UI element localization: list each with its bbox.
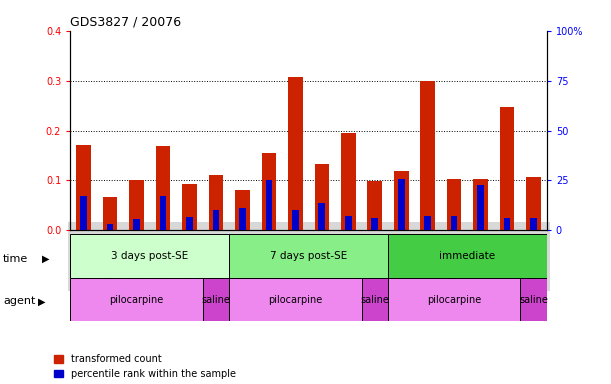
Bar: [156, 146, 170, 230]
Bar: [107, 224, 113, 230]
Bar: [367, 181, 382, 230]
Bar: [451, 217, 458, 230]
Bar: [530, 218, 537, 230]
Bar: [203, 278, 229, 321]
Bar: [159, 197, 166, 230]
Bar: [70, 234, 229, 278]
Text: pilocarpine: pilocarpine: [109, 295, 164, 305]
Bar: [229, 278, 362, 321]
Bar: [133, 219, 140, 230]
Text: pilocarpine: pilocarpine: [268, 295, 323, 305]
Bar: [371, 218, 378, 230]
Text: GDS3827 / 20076: GDS3827 / 20076: [70, 15, 181, 28]
Bar: [262, 153, 276, 230]
Bar: [341, 132, 356, 230]
Bar: [186, 217, 192, 230]
Bar: [362, 278, 388, 321]
Text: ▶: ▶: [42, 254, 49, 264]
Bar: [213, 210, 219, 230]
Text: saline: saline: [360, 295, 389, 305]
Bar: [477, 185, 484, 230]
Bar: [521, 278, 547, 321]
Text: pilocarpine: pilocarpine: [427, 295, 481, 305]
Legend: transformed count, percentile rank within the sample: transformed count, percentile rank withi…: [54, 354, 236, 379]
Bar: [345, 217, 351, 230]
Bar: [447, 179, 461, 230]
Bar: [315, 164, 329, 230]
Bar: [266, 180, 272, 230]
Bar: [235, 190, 250, 230]
Bar: [239, 208, 246, 230]
Bar: [504, 218, 510, 230]
Text: 7 days post-SE: 7 days post-SE: [270, 251, 347, 262]
Bar: [500, 107, 514, 230]
Bar: [129, 180, 144, 230]
Bar: [229, 234, 388, 278]
Bar: [420, 81, 435, 230]
Bar: [288, 77, 302, 230]
Text: 3 days post-SE: 3 days post-SE: [111, 251, 188, 262]
Bar: [80, 197, 87, 230]
Text: immediate: immediate: [439, 251, 496, 262]
Text: saline: saline: [519, 295, 548, 305]
Bar: [208, 175, 223, 230]
Text: ▶: ▶: [38, 296, 45, 306]
Bar: [70, 278, 203, 321]
Bar: [103, 197, 117, 230]
Bar: [182, 184, 197, 230]
Bar: [388, 278, 521, 321]
Text: agent: agent: [3, 296, 35, 306]
Bar: [292, 210, 299, 230]
Bar: [318, 203, 325, 230]
Bar: [394, 171, 409, 230]
Text: time: time: [3, 254, 28, 264]
Bar: [425, 217, 431, 230]
Bar: [526, 177, 541, 230]
Bar: [388, 234, 547, 278]
Bar: [398, 179, 404, 230]
Bar: [474, 179, 488, 230]
Bar: [76, 144, 91, 230]
Text: saline: saline: [202, 295, 230, 305]
